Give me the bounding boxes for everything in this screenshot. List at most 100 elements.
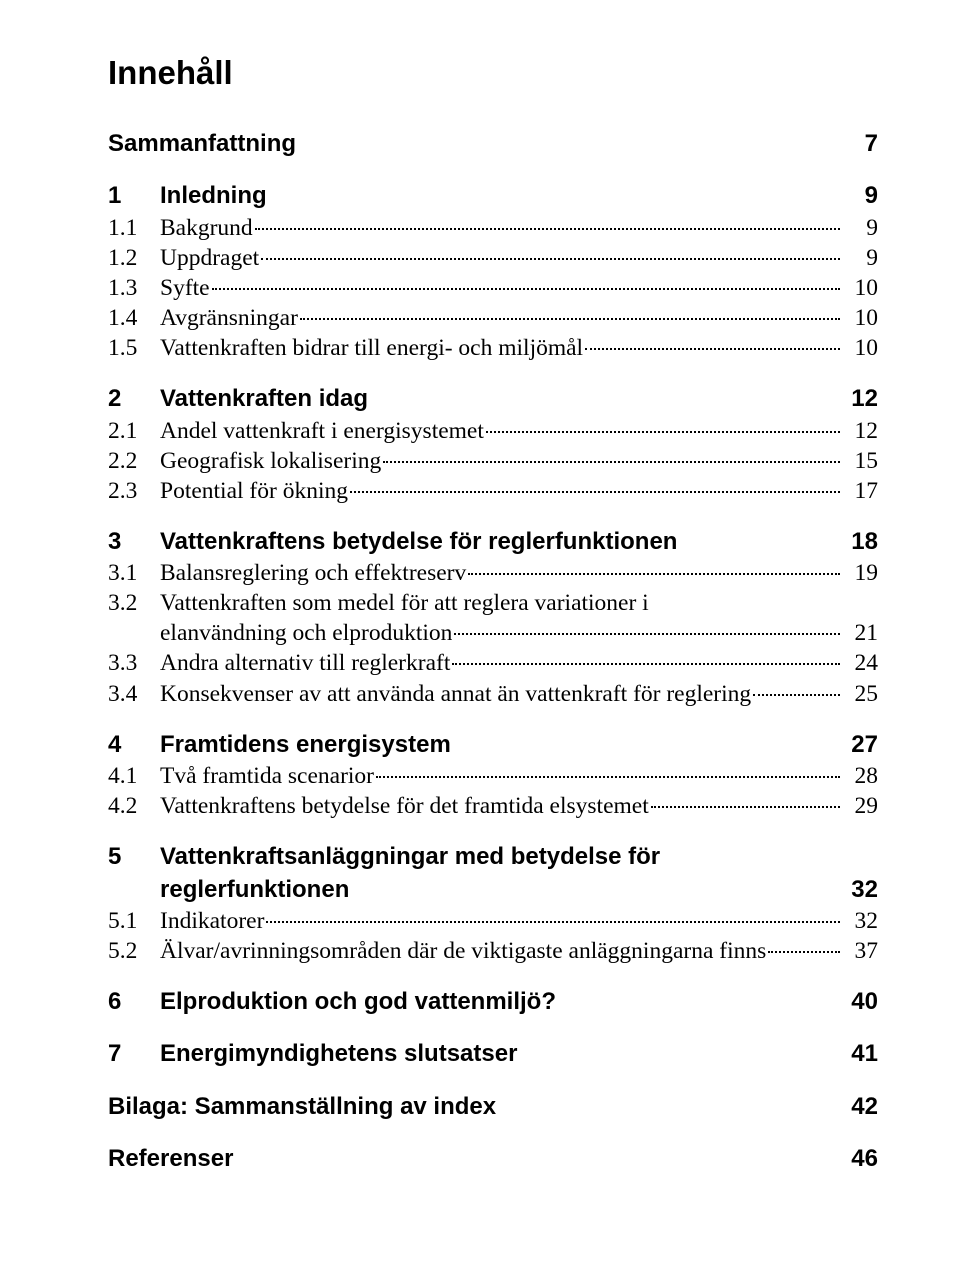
toc-page-number: 32 <box>842 906 878 936</box>
toc-entry-label: 4.1Två framtida scenarior <box>108 761 374 791</box>
toc-entry-level1: 5Vattenkraftsanläggningar med betydelse … <box>108 841 878 906</box>
toc-entry-level2: 1.2Uppdraget 9 <box>108 243 878 273</box>
toc-entry-level1: Referenser46 <box>108 1143 878 1175</box>
toc-page-number: 17 <box>842 476 878 506</box>
toc-page-number: 29 <box>842 791 878 821</box>
toc-page-number: 15 <box>842 446 878 476</box>
toc-page-number: 12 <box>842 383 878 415</box>
toc-entry-label: 3.3Andra alternativ till reglerkraft <box>108 648 450 678</box>
toc-page-number: 19 <box>842 558 878 588</box>
toc-entry-label: 4Framtidens energisystem <box>108 729 451 761</box>
toc-entry-level2: 3.4Konsekvenser av att använda annat än … <box>108 679 878 709</box>
toc-entry-label: reglerfunktionen <box>160 874 349 906</box>
document-title: Innehåll <box>108 54 878 92</box>
toc-page-number: 9 <box>842 180 878 212</box>
toc-section: 3Vattenkraftens betydelse för reglerfunk… <box>108 526 878 709</box>
toc-entry-level2: 5.1Indikatorer 32 <box>108 906 878 936</box>
toc-entry-label: 3.1Balansreglering och effektreserv <box>108 558 466 588</box>
toc-entry-level2: 3.2Vattenkraften som medel för att regle… <box>108 588 878 648</box>
toc-section: Bilaga: Sammanställning av index42 <box>108 1091 878 1123</box>
toc-leader-dots <box>454 633 840 635</box>
toc-entry-label: Sammanfattning <box>108 128 296 160</box>
toc-page-number: 10 <box>842 333 878 363</box>
toc-page-number: 41 <box>842 1038 878 1070</box>
toc-entry-label: 2.3Potential för ökning <box>108 476 348 506</box>
toc-page-number: 37 <box>842 936 878 966</box>
toc-entry-level2: 1.3Syfte 10 <box>108 273 878 303</box>
toc-entry-level1: 3Vattenkraftens betydelse för reglerfunk… <box>108 526 878 558</box>
toc-leader-dots <box>383 461 840 463</box>
toc-section: 6Elproduktion och god vattenmiljö? 40 <box>108 986 878 1018</box>
toc-entry-level1: 4Framtidens energisystem 27 <box>108 729 878 761</box>
toc-entry-label: 1.1Bakgrund <box>108 213 253 243</box>
toc-page-number: 32 <box>842 874 878 906</box>
toc-entry-level1: 7Energimyndighetens slutsatser 41 <box>108 1038 878 1070</box>
toc-section: 2Vattenkraften idag122.1Andel vattenkraf… <box>108 383 878 506</box>
toc-page-number: 25 <box>842 679 878 709</box>
toc-entry-label: 6Elproduktion och god vattenmiljö? <box>108 986 556 1018</box>
toc-entry-number: 5 <box>108 841 160 873</box>
toc-section: 1Inledning91.1Bakgrund91.2Uppdraget91.3S… <box>108 180 878 363</box>
toc-page-number: 7 <box>842 128 878 160</box>
toc-leader-dots <box>768 951 840 953</box>
toc-leader-dots <box>753 694 840 696</box>
toc-entry-level2: 1.4Avgränsningar 10 <box>108 303 878 333</box>
toc-section: 7Energimyndighetens slutsatser 41 <box>108 1038 878 1070</box>
toc-leader-dots <box>376 776 840 778</box>
toc-entry-label: Bilaga: Sammanställning av index <box>108 1091 496 1123</box>
toc-entry-level1: 1Inledning9 <box>108 180 878 212</box>
toc-entry-label: 3Vattenkraftens betydelse för reglerfunk… <box>108 526 677 558</box>
toc-entry-label: 1.3Syfte <box>108 273 210 303</box>
toc-page-number: 27 <box>842 729 878 761</box>
table-of-contents: Sammanfattning71Inledning91.1Bakgrund91.… <box>108 128 878 1176</box>
toc-entry-level2: 1.1Bakgrund 9 <box>108 213 878 243</box>
toc-entry-label: 2.1Andel vattenkraft i energisystemet <box>108 416 484 446</box>
toc-entry-level2: 1.5Vattenkraften bidrar till energi- och… <box>108 333 878 363</box>
toc-entry-level2: 2.2Geografisk lokalisering 15 <box>108 446 878 476</box>
toc-section: Referenser46 <box>108 1143 878 1175</box>
toc-page-number: 10 <box>842 303 878 333</box>
toc-page-number: 9 <box>842 213 878 243</box>
toc-entry-label: 3.4Konsekvenser av att använda annat än … <box>108 679 751 709</box>
toc-leader-dots <box>585 348 840 350</box>
toc-entry-label: 1.4Avgränsningar <box>108 303 298 333</box>
toc-leader-dots <box>452 663 840 665</box>
toc-leader-dots <box>300 318 840 320</box>
toc-entry-label: 1.2Uppdraget <box>108 243 259 273</box>
toc-page-number: 12 <box>842 416 878 446</box>
toc-entry-level2: 4.2Vattenkraftens betydelse för det fram… <box>108 791 878 821</box>
toc-leader-dots <box>468 573 840 575</box>
toc-entry-label: 4.2Vattenkraftens betydelse för det fram… <box>108 791 649 821</box>
toc-page-number: 9 <box>842 243 878 273</box>
toc-leader-dots <box>212 288 840 290</box>
toc-entry-level2: 4.1Två framtida scenarior28 <box>108 761 878 791</box>
toc-entry-level1: Bilaga: Sammanställning av index42 <box>108 1091 878 1123</box>
toc-leader-dots <box>255 228 840 230</box>
toc-entry-label: 5.1Indikatorer <box>108 906 264 936</box>
page: { "title": "Innehåll", "toc": [ { "type"… <box>0 0 960 1266</box>
toc-entry-level2: 2.3Potential för ökning 17 <box>108 476 878 506</box>
toc-page-number: 46 <box>842 1143 878 1175</box>
toc-entry-label: elanvändning och elproduktion <box>160 618 452 648</box>
toc-entry-label: 5.2Älvar/avrinningsområden där de viktig… <box>108 936 766 966</box>
toc-entry-number: 3.2 <box>108 588 160 618</box>
toc-entry-level2: 3.3Andra alternativ till reglerkraft 24 <box>108 648 878 678</box>
toc-entry-label: Vattenkraften som medel för att reglera … <box>160 588 649 618</box>
toc-page-number: 21 <box>842 618 878 648</box>
toc-entry-level2: 5.2Älvar/avrinningsområden där de viktig… <box>108 936 878 966</box>
toc-leader-dots <box>350 491 840 493</box>
toc-entry-label: 7Energimyndighetens slutsatser <box>108 1038 517 1070</box>
toc-page-number: 40 <box>842 986 878 1018</box>
toc-leader-dots <box>486 431 840 433</box>
toc-entry-label: 1.5Vattenkraften bidrar till energi- och… <box>108 333 583 363</box>
toc-page-number: 18 <box>842 526 878 558</box>
toc-page-number: 24 <box>842 648 878 678</box>
toc-entry-level2: 2.1Andel vattenkraft i energisystemet 12 <box>108 416 878 446</box>
toc-leader-dots <box>261 258 840 260</box>
toc-page-number: 10 <box>842 273 878 303</box>
toc-entry-level1: Sammanfattning 7 <box>108 128 878 160</box>
toc-section: 4Framtidens energisystem274.1Två framtid… <box>108 729 878 822</box>
toc-entry-level1: 6Elproduktion och god vattenmiljö? 40 <box>108 986 878 1018</box>
toc-leader-dots <box>266 921 840 923</box>
toc-entry-label: 2.2Geografisk lokalisering <box>108 446 381 476</box>
